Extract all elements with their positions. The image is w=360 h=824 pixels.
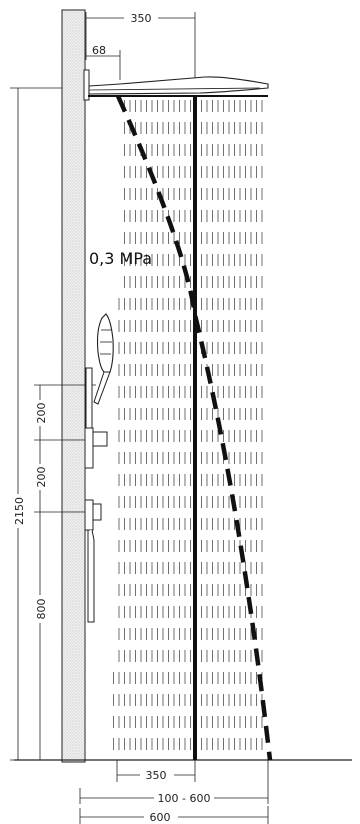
arm-offset-dimension: 68	[86, 44, 120, 80]
mixer-valves	[85, 428, 107, 530]
bottom-projection-label: 350	[146, 769, 167, 782]
top-projection-label: 350	[131, 12, 152, 25]
wall	[62, 10, 85, 762]
overhead-shower	[84, 70, 268, 100]
pressure-label: 0,3 MPa	[89, 249, 152, 268]
spray-range-dimension: 100 - 600	[80, 760, 268, 805]
arm-offset-label: 68	[92, 44, 106, 57]
water-spray	[114, 100, 263, 750]
lower-spacing-label: 200	[35, 467, 48, 488]
bottom-projection-dimension: 350	[117, 760, 195, 782]
max-reach-dimension: 600	[80, 806, 268, 824]
total-height-label: 2150	[13, 497, 26, 525]
shower-hose	[88, 530, 94, 622]
spray-range-label: 100 - 600	[158, 792, 211, 805]
hand-shower	[86, 314, 113, 438]
max-reach-label: 600	[150, 811, 171, 824]
mixer-height-label: 800	[35, 599, 48, 620]
upper-spacing-label: 200	[35, 403, 48, 424]
